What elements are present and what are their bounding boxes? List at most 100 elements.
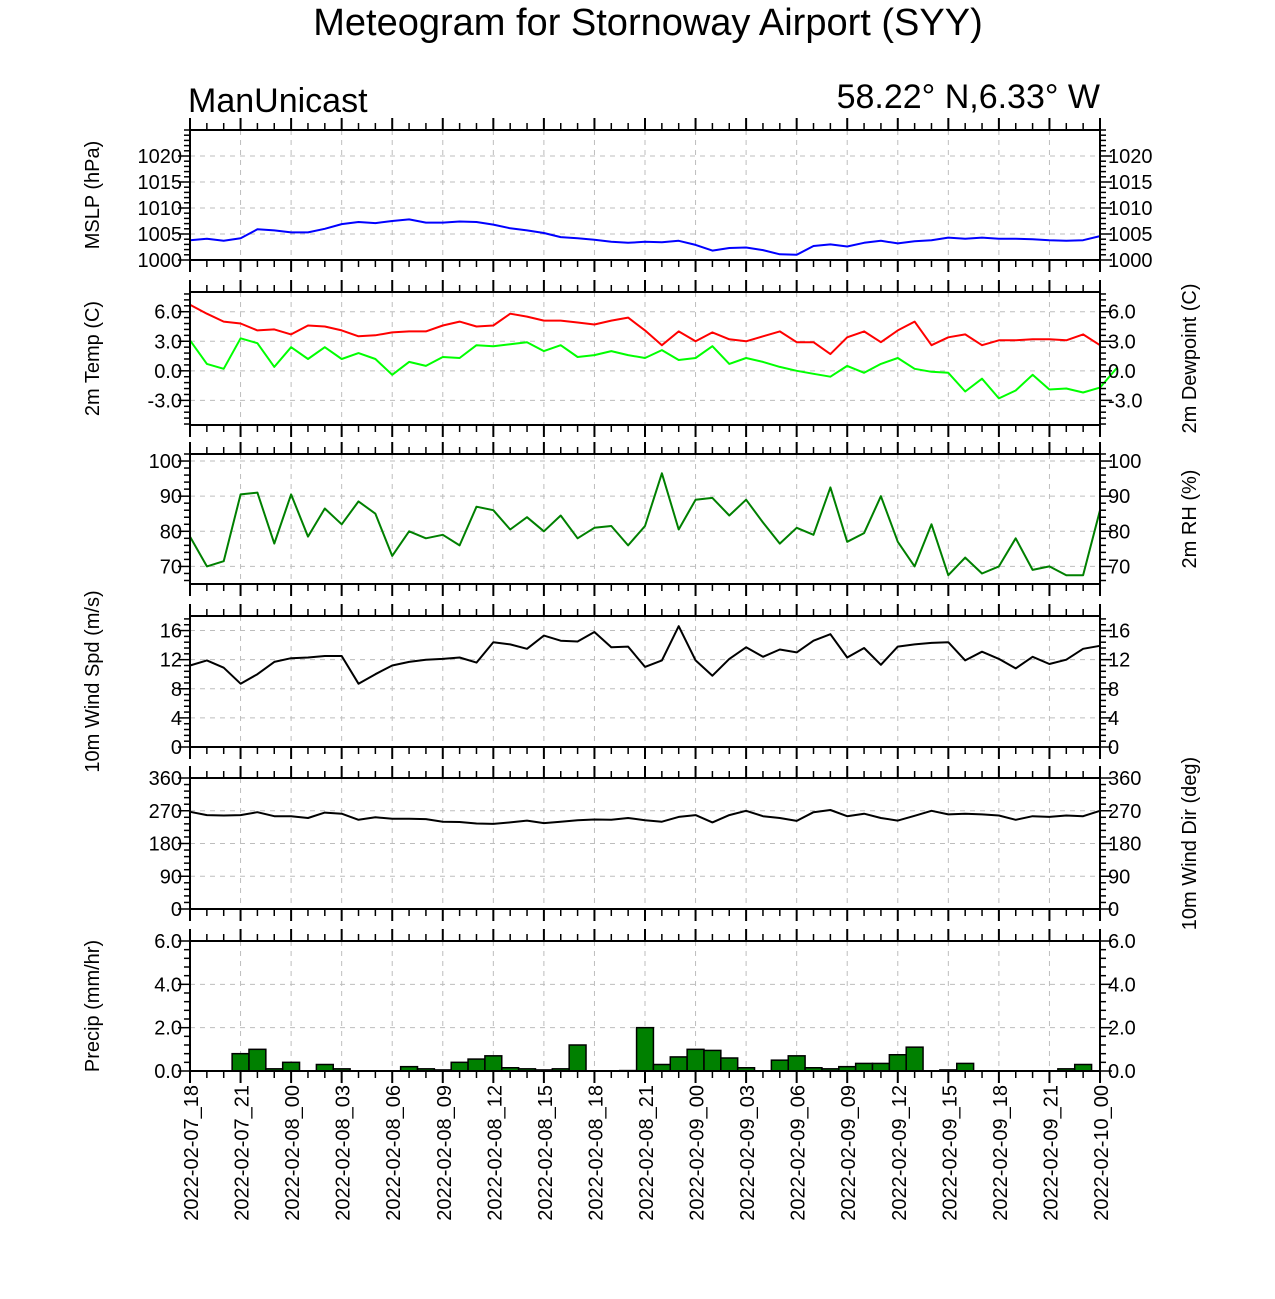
x-tick-label: 2022-02-09_03 [737,1085,759,1221]
y-tick-label-right: 1015 [1108,172,1153,194]
y-tick-label-left: 2.0 [154,1018,182,1040]
precip-bar [787,1055,806,1072]
y-tick-label-right: 270 [1108,801,1141,823]
precip-bar [231,1052,250,1072]
y-axis-title-right: 2m Dewpoint (C) [1179,283,1201,433]
x-tick-label: 2022-02-09_06 [788,1085,810,1221]
precip-bar [703,1049,722,1072]
y-tick-label-left: 1015 [138,172,183,194]
panel-5: 0 0 90 90 180 180 270 270 360 360 10m Wind Dir (de… [149,757,1201,930]
precip-bar [720,1057,739,1072]
y-tick-label-left: 6.0 [154,931,182,953]
series-line-1 [189,809,1101,825]
y-tick-label-left: 100 [149,451,182,473]
panel-4: 0 0 4 4 8 8 12 12 16 16 10m Wind Spd (m/s) [82,590,1130,772]
precip-bar [450,1061,469,1072]
y-tick-label-right: 12 [1108,650,1130,672]
x-tick-label: 2022-02-08_09 [434,1085,456,1221]
precip-bar [467,1058,486,1072]
y-tick-label-left: 16 [160,621,182,643]
y-tick-label-left: 4.0 [154,974,182,996]
y-tick-label-right: 3.0 [1108,331,1136,353]
y-tick-label-right: 0 [1108,737,1119,759]
y-tick-label-right: -3.0 [1108,390,1142,412]
y-tick-label-right: 0 [1108,899,1119,921]
y-tick-label-left: 0 [171,899,182,921]
x-tick-label: 2022-02-08_03 [333,1085,355,1221]
x-tick-label: 2022-02-08_00 [282,1085,304,1221]
precip-bar [281,1061,301,1072]
location-label: 58.22° N,6.33° W [837,78,1100,116]
panel-6: 0.0 0.0 2.0 2.0 4.0 4.0 6.0 6.0 Precip (mm/hr) [82,929,1136,1083]
y-tick-label-left: -3.0 [148,390,182,412]
y-tick-label-right: 80 [1108,521,1130,543]
y-axis-title-left: 2m Temp (C) [82,301,104,416]
panel-3: 70 70 80 80 90 90 100 100 2m RH (%) [149,442,1201,596]
model-label: ManUnicast [188,82,368,120]
y-axis-title-left: 10m Wind Spd (m/s) [82,590,104,772]
panel-1: 1000 1000 1005 1005 1010 1010 1015 1015 1020 1020… [82,118,1153,272]
precip-bar [956,1062,975,1072]
x-tick-label: 2022-02-09_21 [1040,1085,1062,1221]
precip-bar [854,1062,874,1072]
precip-bar [686,1048,705,1072]
y-tick-label-right: 1000 [1108,250,1153,272]
y-tick-label-left: 3.0 [154,331,182,353]
precip-bar [871,1062,891,1072]
y-axis-title-right: 10m Wind Dir (deg) [1179,757,1201,930]
chart-title: Meteogram for Stornoway Airport (SYY) [313,2,982,44]
y-tick-label-left: 270 [149,801,182,823]
precip-bar [484,1055,503,1072]
x-tick-label: 2022-02-08_06 [383,1085,405,1221]
x-tick-label: 2022-02-08_21 [636,1085,658,1221]
precip-bar [888,1054,907,1072]
y-tick-label-left: 80 [160,521,182,543]
precip-bar [568,1044,587,1072]
y-tick-label-left: 0.0 [154,361,182,383]
x-tick-label: 2022-02-10_00 [1091,1085,1113,1221]
y-tick-label-left: 180 [149,834,182,856]
y-tick-label-left: 4 [171,708,182,730]
y-tick-label-right: 1005 [1108,224,1153,246]
series-line-1 [189,625,1101,685]
y-tick-label-left: 8 [171,679,182,701]
precip-bar [905,1046,924,1072]
y-tick-label-right: 360 [1108,768,1141,790]
precip-bar [635,1026,655,1072]
y-tick-label-right: 100 [1108,451,1141,473]
y-tick-label-right: 6.0 [1108,302,1136,324]
y-tick-label-left: 1020 [138,146,183,168]
x-tick-label: 2022-02-08_18 [585,1085,607,1221]
y-tick-label-left: 360 [149,768,182,790]
y-tick-label-left: 1010 [138,198,183,220]
series-line-2 [189,337,1118,400]
series-line-1 [189,472,1101,577]
y-tick-label-right: 6.0 [1108,931,1136,953]
y-tick-label-right: 2.0 [1108,1018,1136,1040]
y-tick-label-right: 16 [1108,621,1130,643]
y-tick-label-right: 4.0 [1108,974,1136,996]
y-tick-label-right: 70 [1108,556,1130,578]
x-tick-label: 2022-02-09_12 [889,1085,911,1221]
x-tick-label: 2022-02-09_15 [939,1085,961,1221]
y-axis-title-left: MSLP (hPa) [82,141,104,250]
y-tick-label-right: 0.0 [1108,1061,1136,1083]
series-line-1 [189,218,1101,256]
x-tick-label: 2022-02-07_18 [181,1085,203,1221]
y-tick-label-right: 1020 [1108,146,1153,168]
x-tick-label: 2022-02-08_15 [535,1085,557,1221]
precip-bar [248,1048,267,1072]
x-tick-label: 2022-02-07_21 [232,1085,254,1221]
precip-bar [770,1059,789,1072]
x-tick-label: 2022-02-09_09 [838,1085,860,1221]
y-tick-label-right: 90 [1108,486,1130,508]
y-tick-label-right: 0.0 [1108,361,1136,383]
y-tick-label-left: 70 [160,556,182,578]
series-line-1 [189,303,1101,356]
y-tick-label-left: 0.0 [154,1061,182,1083]
y-axis-title-right: 2m RH (%) [1179,470,1201,569]
y-tick-label-left: 90 [160,486,182,508]
y-tick-label-left: 6.0 [154,302,182,324]
y-tick-label-left: 1000 [138,250,183,272]
y-tick-label-left: 0 [171,737,182,759]
